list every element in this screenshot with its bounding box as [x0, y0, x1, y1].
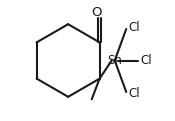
Text: O: O: [91, 6, 102, 19]
Text: Sn: Sn: [107, 54, 122, 67]
Text: Cl: Cl: [128, 87, 140, 100]
Text: Cl: Cl: [128, 21, 140, 34]
Text: Cl: Cl: [140, 54, 152, 67]
